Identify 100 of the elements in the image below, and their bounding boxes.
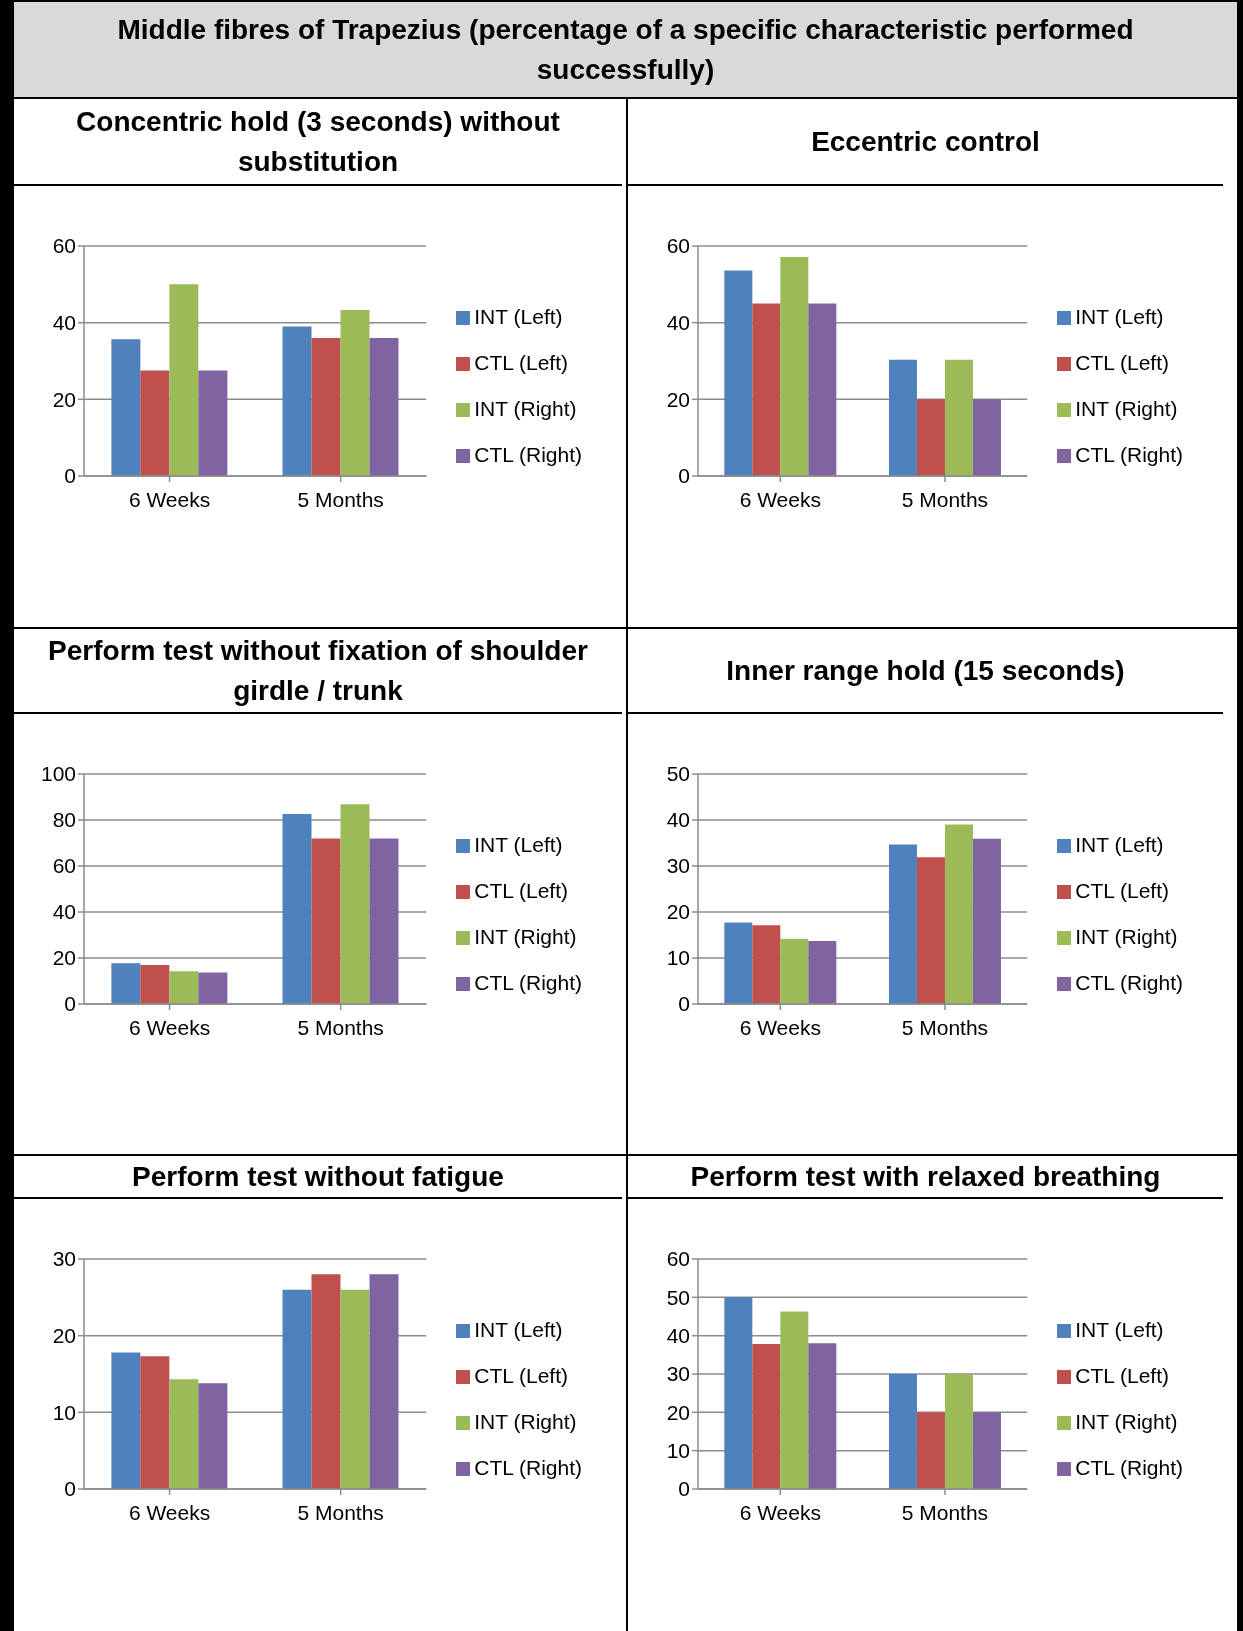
text: Middle fibres of Trapezius (percentage of a specific characteristic performed successfully) xyxy=(14,2,1237,99)
legend-label: CTL (Left) xyxy=(1075,879,1169,902)
legend-label: INT (Left) xyxy=(474,1318,563,1341)
y-tick-label: 30 xyxy=(52,1247,76,1271)
bar xyxy=(752,303,781,476)
x-tick-label: 5 Months xyxy=(297,1500,384,1524)
bar xyxy=(111,1352,141,1489)
legend-label: INT (Right) xyxy=(474,1410,577,1433)
chart-title: Perform test without fatigue xyxy=(14,1156,622,1199)
y-tick-label: 40 xyxy=(666,808,690,832)
bar xyxy=(282,814,312,1004)
bar xyxy=(140,964,170,1004)
bar xyxy=(752,925,781,1004)
bar xyxy=(282,1289,312,1489)
legend-label: INT (Right) xyxy=(1075,925,1178,948)
legend-label: INT (Left) xyxy=(1075,833,1164,856)
bar xyxy=(888,1374,917,1489)
y-tick-label: 60 xyxy=(52,234,76,258)
bar xyxy=(808,303,837,476)
y-tick-label: 20 xyxy=(52,1324,76,1348)
legend-label: INT (Right) xyxy=(1075,397,1178,420)
bar xyxy=(111,963,141,1004)
bar xyxy=(340,804,370,1004)
chart-title: Inner range hold (15 seconds) xyxy=(628,629,1223,714)
legend-label: INT (Right) xyxy=(1075,1410,1178,1433)
legend-label: CTL (Right) xyxy=(1075,1456,1183,1479)
legend-label: INT (Left) xyxy=(1075,1318,1164,1341)
bar xyxy=(340,310,370,476)
y-tick-label: 20 xyxy=(52,946,76,970)
legend-label: CTL (Right) xyxy=(474,1456,582,1479)
y-tick-label: 100 xyxy=(40,762,76,786)
y-tick-label: 60 xyxy=(52,854,76,878)
y-tick-label: 20 xyxy=(666,1400,690,1424)
bar xyxy=(169,1379,199,1489)
y-tick-label: 80 xyxy=(52,808,76,832)
chart-title: Concentric hold (3 seconds) without substitution xyxy=(14,99,622,186)
bar xyxy=(944,1374,973,1489)
bar xyxy=(311,838,341,1004)
x-tick-label: 6 Weeks xyxy=(739,1015,821,1039)
x-tick-label: 6 Weeks xyxy=(128,487,211,511)
bar xyxy=(752,1344,781,1489)
bar xyxy=(780,1311,809,1489)
x-tick-label: 6 Weeks xyxy=(128,1015,211,1039)
bar xyxy=(369,1274,399,1489)
bar xyxy=(724,270,753,476)
bar xyxy=(311,338,341,476)
legend-label: CTL (Left) xyxy=(1075,351,1169,374)
bar xyxy=(282,326,312,476)
legend-label: INT (Right) xyxy=(474,397,577,420)
legend-label: CTL (Left) xyxy=(474,1364,568,1387)
y-tick-label: 10 xyxy=(52,1400,76,1424)
legend-label: INT (Left) xyxy=(1075,305,1164,328)
bar xyxy=(111,339,141,476)
bar xyxy=(780,257,809,476)
y-tick-label: 10 xyxy=(666,946,690,970)
bar xyxy=(369,838,399,1004)
bar xyxy=(916,1412,945,1489)
y-tick-label: 0 xyxy=(64,464,76,488)
y-tick-label: 0 xyxy=(678,1477,690,1501)
y-tick-label: 60 xyxy=(666,234,690,258)
legend-label: INT (Left) xyxy=(474,833,563,856)
chart-title: Perform test without fixation of shoulder girdle / trunk xyxy=(14,629,622,714)
x-tick-label: 5 Months xyxy=(901,1015,989,1039)
bar xyxy=(340,1289,370,1489)
bar xyxy=(198,972,228,1004)
bar xyxy=(972,838,1001,1004)
chart-title: Perform test with relaxed breathing xyxy=(628,1156,1223,1199)
bar xyxy=(140,1356,170,1489)
x-tick-label: 5 Months xyxy=(901,1500,989,1524)
legend-label: CTL (Right) xyxy=(1075,443,1183,466)
chart-title: Eccentric control xyxy=(628,99,1223,186)
legend-label: CTL (Left) xyxy=(474,879,568,902)
bar xyxy=(311,1274,341,1489)
y-tick-label: 40 xyxy=(52,311,76,335)
y-tick-label: 0 xyxy=(64,1477,76,1501)
bar xyxy=(972,1412,1001,1489)
bar xyxy=(724,922,753,1004)
x-tick-label: 5 Months xyxy=(297,1015,384,1039)
y-tick-label: 30 xyxy=(666,1362,690,1386)
y-tick-label: 10 xyxy=(666,1439,690,1463)
legend-label: CTL (Right) xyxy=(1075,971,1183,994)
bar xyxy=(944,359,973,476)
y-tick-label: 30 xyxy=(666,854,690,878)
legend-label: CTL (Right) xyxy=(474,443,582,466)
bar xyxy=(780,938,809,1004)
y-tick-label: 40 xyxy=(666,311,690,335)
bar xyxy=(888,844,917,1004)
legend-label: INT (Right) xyxy=(474,925,577,948)
legend-label: CTL (Left) xyxy=(474,351,568,374)
x-tick-label: 5 Months xyxy=(297,487,384,511)
y-tick-label: 50 xyxy=(666,762,690,786)
bar xyxy=(369,338,399,476)
bar xyxy=(972,399,1001,476)
bar xyxy=(916,857,945,1004)
y-tick-label: 50 xyxy=(666,1285,690,1309)
bar xyxy=(169,284,199,476)
legend-label: CTL (Left) xyxy=(1075,1364,1169,1387)
bar xyxy=(808,940,837,1004)
bar xyxy=(198,370,228,476)
y-tick-label: 0 xyxy=(678,992,690,1016)
